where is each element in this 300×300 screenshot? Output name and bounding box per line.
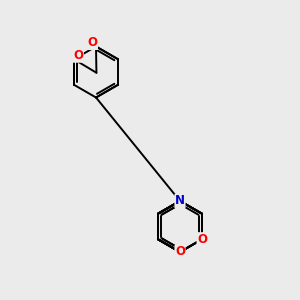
Text: O: O (74, 49, 83, 62)
Text: O: O (87, 36, 98, 50)
Text: O: O (175, 245, 185, 259)
Text: N: N (175, 194, 185, 208)
Text: O: O (197, 233, 207, 246)
